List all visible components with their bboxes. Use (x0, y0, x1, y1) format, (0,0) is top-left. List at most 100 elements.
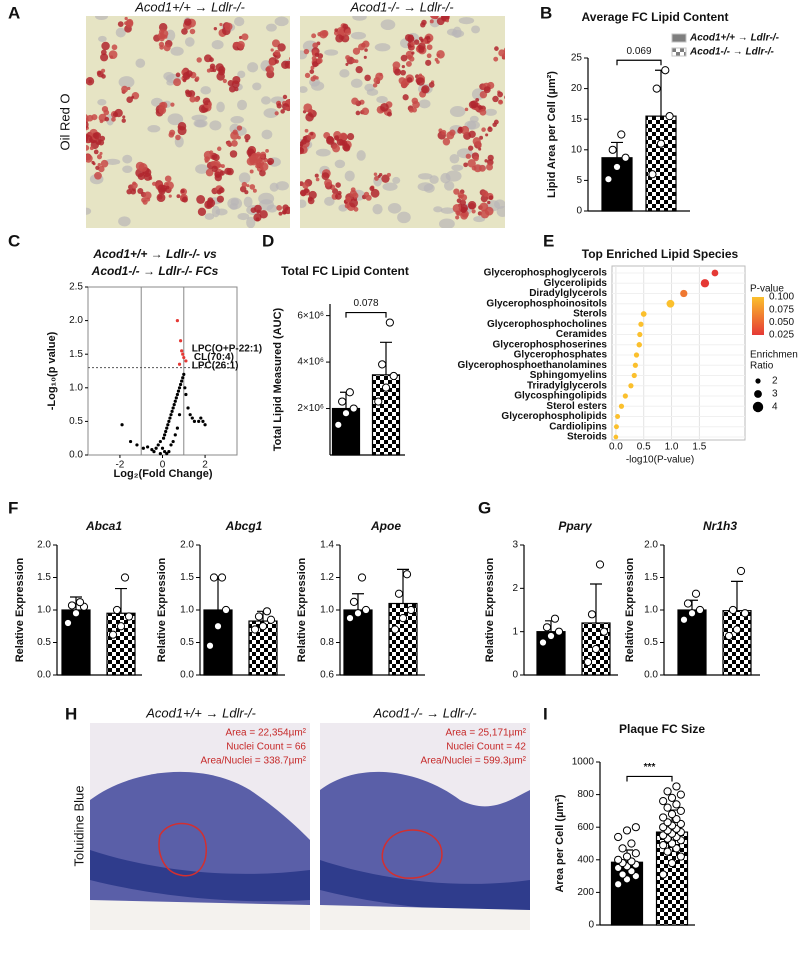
lipid-droplet (452, 204, 462, 213)
lipid-droplet (204, 200, 213, 209)
lipid-droplet (411, 97, 419, 105)
y-tick-label: 1.5 (180, 572, 194, 583)
color-tick-label: 0.050 (769, 317, 794, 328)
volcano-point (192, 419, 197, 423)
enrichment-dot (633, 352, 640, 358)
cell (451, 164, 464, 171)
lipid-droplet (98, 113, 107, 122)
lipid-droplet (416, 77, 425, 86)
lipid-droplet (502, 52, 505, 60)
lipid-droplet (184, 18, 192, 26)
lipid-droplet (493, 119, 499, 125)
lipid-droplet (158, 106, 167, 115)
lipid-droplet (480, 209, 490, 219)
data-point (124, 612, 134, 621)
lipid-droplet (280, 109, 285, 114)
enrichment-dot (632, 362, 638, 368)
category-label: Glycerophosphates (514, 350, 608, 361)
chart-title: Abcg1 (225, 519, 263, 533)
lipid-droplet (111, 117, 116, 122)
volcano-point (135, 443, 139, 447)
lipid-droplet (122, 115, 126, 119)
lipid-droplet (95, 138, 102, 145)
data-point (587, 610, 597, 619)
cell (270, 96, 285, 104)
volcano-point (120, 423, 124, 427)
data-point (357, 573, 367, 582)
volcano-point (171, 406, 175, 410)
volcano-point (173, 433, 177, 437)
lipid-droplet (304, 72, 311, 79)
lipid-droplet (335, 34, 344, 43)
cell (300, 199, 307, 208)
data-point (402, 570, 412, 579)
category-label: Ceramides (556, 329, 608, 340)
x-tick-label: 2 (202, 460, 208, 471)
lipid-droplet (374, 175, 379, 181)
lipid-droplet (227, 80, 234, 87)
point-label: LPC(O+P-22:1) (192, 343, 262, 354)
annotation: Area/Nuclei = 599.3µm² (420, 756, 526, 767)
lipid-droplet (182, 72, 191, 80)
lipid-droplet (364, 74, 371, 82)
panel-letter: A (8, 3, 20, 22)
cell (372, 203, 383, 215)
cell (261, 96, 271, 105)
x-tick-label: 0.5 (637, 442, 651, 453)
lipid-droplet (124, 16, 128, 21)
lipid-droplet (270, 48, 274, 52)
image-title: Acod1+/+ → Ldlr-/- (145, 705, 256, 720)
lipid-droplet (312, 75, 317, 80)
toluidine-image (90, 723, 310, 930)
data-point (728, 605, 738, 615)
lipid-droplet (467, 159, 476, 168)
data-point (583, 657, 593, 667)
x-tick-label: 0.0 (609, 442, 623, 453)
y-tick-label: 5 (576, 175, 582, 186)
lipid-droplet (420, 22, 426, 28)
lipid-droplet (246, 184, 250, 188)
data-point (63, 618, 73, 628)
lipid-droplet (168, 132, 175, 138)
stain-label: Oil Red O (57, 93, 72, 150)
lipid-droplet (250, 207, 257, 214)
lipid-droplet (232, 129, 238, 135)
data-point (381, 383, 391, 392)
data-point (406, 605, 416, 615)
lipid-droplet (215, 63, 224, 72)
cell (170, 46, 184, 56)
y-tick-label: 15 (571, 114, 583, 125)
cell (471, 25, 481, 34)
data-point (75, 598, 85, 607)
panel-letter: I (543, 704, 548, 723)
chart-title: Pparγ (558, 519, 593, 533)
lipid-droplet (326, 135, 334, 144)
lipid-droplet (373, 76, 381, 84)
lipid-droplet (387, 111, 392, 117)
data-point (740, 609, 750, 618)
cell (211, 205, 221, 218)
lipid-droplet (114, 108, 123, 118)
legend-title: Enrichment (750, 350, 798, 361)
chart-title: Nr1h3 (703, 519, 737, 533)
data-point (617, 130, 626, 139)
lipid-droplet (345, 55, 351, 61)
lipid-droplet (457, 192, 465, 199)
data-point (665, 112, 674, 121)
cell (352, 16, 367, 21)
color-tick-label: 0.075 (769, 304, 794, 315)
data-point (390, 625, 400, 634)
cell (265, 23, 277, 32)
data-point (659, 797, 668, 806)
cell (443, 180, 455, 191)
lipid-droplet (482, 190, 488, 197)
lipid-droplet (312, 42, 319, 49)
data-point (116, 622, 126, 631)
enrichment-dot (622, 393, 628, 399)
y-tick-label: 0.5 (644, 637, 658, 648)
lipid-droplet (449, 129, 456, 136)
volcano-point (165, 452, 169, 456)
lipid-droplet (345, 36, 349, 40)
lipid-droplet (142, 199, 148, 205)
data-point (345, 388, 354, 397)
